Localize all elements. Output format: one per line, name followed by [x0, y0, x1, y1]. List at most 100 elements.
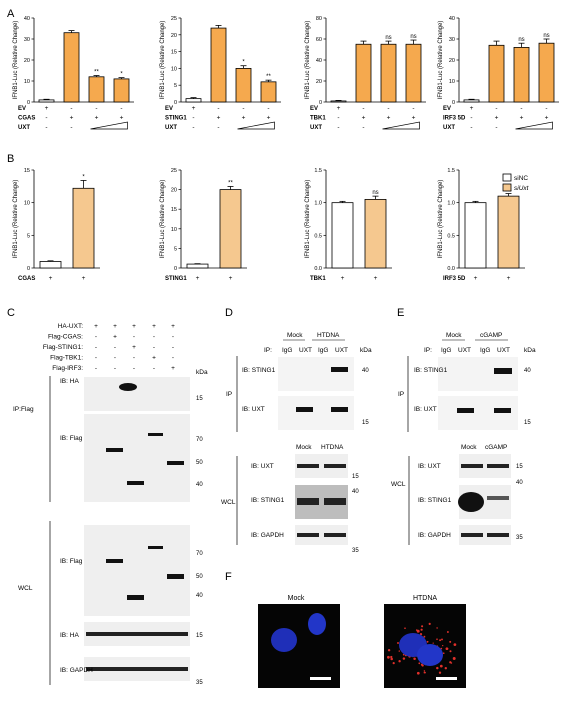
band	[487, 496, 509, 500]
blot-c1-marker-15: 15	[196, 396, 203, 402]
panel-e-col: IgG	[441, 347, 451, 354]
nucleus	[308, 613, 326, 635]
panel-c-mark: +	[113, 334, 117, 341]
treatment-mark: -	[242, 105, 244, 112]
significance-label: ns	[385, 35, 391, 41]
chart-5: 0 5 10 15 IFNB1-Luc (Relative Change) * CGAS + +	[13, 168, 100, 282]
bar	[185, 98, 202, 103]
red-dot	[444, 667, 447, 670]
bar	[513, 47, 530, 103]
red-dot	[387, 648, 391, 652]
treatment-row-label: EV	[310, 106, 318, 112]
band	[167, 574, 184, 579]
significance-label: ns	[518, 37, 524, 43]
scale-bar	[310, 677, 331, 680]
panel-e-wcl-label: WCL	[391, 481, 406, 488]
red-dot	[446, 648, 449, 650]
treatment-mark: +	[520, 115, 524, 122]
treatment-row-label: CGAS	[18, 116, 35, 122]
band	[494, 368, 512, 374]
y-tick-label: 0.0	[314, 266, 322, 272]
significance-label: ns	[372, 190, 378, 196]
band	[324, 498, 346, 505]
panel-e-col: UXT	[458, 347, 471, 354]
y-axis-label: IFNB1-Luc (Relative Change)	[13, 180, 19, 259]
red-dot	[398, 660, 401, 663]
treatment-row-label: TBK1	[310, 276, 326, 282]
y-tick-label: 40	[316, 58, 322, 64]
red-dot	[426, 640, 429, 643]
panel-c-row-label: HA-UXT:	[58, 323, 83, 330]
chart-3: 0 20 40 60 80 IFNB1-Luc (Relative Change) ns ns…	[305, 16, 426, 131]
band	[148, 546, 163, 549]
bar	[186, 263, 209, 269]
treatment-mark: +	[387, 115, 391, 122]
y-tick-label: 1.5	[447, 168, 455, 174]
panel-c-mark: -	[95, 355, 97, 362]
red-dot	[446, 631, 449, 633]
y-axis-label: IFNB1-Luc (Relative Change)	[305, 21, 311, 100]
y-tick-label: 15	[24, 168, 30, 174]
treatment-mark: -	[95, 105, 97, 112]
bar	[488, 44, 505, 103]
bar	[88, 76, 105, 103]
panel-d-treat-mock: Mock	[287, 332, 303, 339]
band	[457, 408, 474, 413]
y-tick-label: 1.0	[447, 201, 455, 207]
panel-e-wcl-mock: Mock	[461, 444, 477, 451]
red-dot	[428, 622, 431, 625]
panel-f-label-htdna: HTDNA	[413, 595, 437, 602]
significance-label: *	[242, 60, 245, 66]
legend-siuxt-swatch	[502, 183, 512, 192]
micrograph-mock	[258, 604, 340, 688]
band	[494, 408, 511, 413]
treatment-mark: +	[267, 115, 271, 122]
y-tick-label: 40	[449, 16, 455, 22]
panel-d-kda: kDa	[360, 347, 372, 354]
blot-e1-ib: IB: STING1	[414, 367, 448, 374]
band	[127, 595, 144, 600]
y-tick-label: 60	[316, 37, 322, 43]
red-dot	[442, 644, 444, 647]
treatment-mark: -	[412, 105, 414, 112]
treatment-mark: -	[337, 124, 339, 131]
band	[127, 481, 144, 485]
treatment-mark: -	[267, 105, 269, 112]
red-dot	[402, 657, 406, 660]
red-dot	[424, 671, 426, 674]
significance-label: ns	[410, 34, 416, 40]
panel-c-kda: kDa	[196, 369, 208, 376]
red-dot	[436, 638, 438, 641]
panel-d-ip-label: IP	[226, 391, 232, 398]
blot-d4-marker: 40	[352, 489, 359, 495]
blot-d2-ib: IB: UXT	[242, 406, 265, 413]
panel-c-row-label: Flag-TBK1:	[50, 355, 83, 362]
band	[297, 498, 319, 505]
blot-e3-ib: IB: UXT	[418, 463, 441, 470]
treatment-mark: -	[45, 115, 47, 122]
y-tick-label: 0	[319, 100, 322, 106]
treatment-mark: +	[120, 115, 124, 122]
treatment-mark: -	[362, 124, 364, 131]
y-tick-label: 20	[316, 79, 322, 85]
red-dot	[390, 655, 393, 659]
band	[148, 433, 163, 436]
blot-e5-marker: 35	[516, 535, 523, 541]
y-tick-label: 10	[171, 227, 177, 233]
significance-label: **	[228, 180, 233, 186]
treatment-mark: +	[337, 105, 341, 112]
red-dot	[416, 671, 420, 675]
y-tick-label: 20	[24, 58, 30, 64]
panel-c-treatment-rows: HA-UXT: + + + + + Flag-CGAS: - + - - - Flag-STING1: -…	[43, 323, 175, 372]
treatment-mark: +	[70, 115, 74, 122]
band	[331, 407, 348, 412]
blot-e5-ib: IB: GAPDH	[418, 532, 451, 539]
red-dot	[390, 657, 393, 661]
treatment-mark: +	[362, 115, 366, 122]
treatment-row-label: UXT	[310, 125, 322, 131]
treatment-mark: -	[70, 105, 72, 112]
band	[324, 533, 346, 537]
band	[487, 533, 509, 537]
